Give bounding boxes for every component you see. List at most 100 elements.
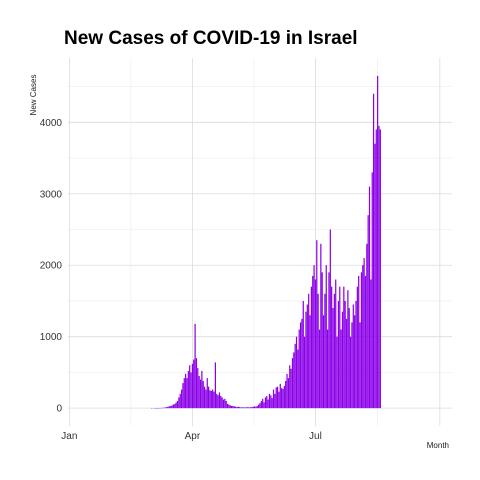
bar — [372, 93, 375, 409]
bar — [194, 323, 196, 409]
y-tick-labels: 0 1000 2000 3000 4000 — [40, 118, 63, 415]
x-tick-label: Jan — [61, 431, 77, 442]
bar — [209, 390, 211, 409]
bar — [325, 265, 327, 409]
bar — [278, 391, 280, 409]
bar — [286, 373, 288, 409]
bar — [212, 389, 214, 409]
bar — [248, 407, 250, 409]
bar — [337, 300, 340, 409]
bar — [339, 286, 341, 409]
y-tick-label: 0 — [56, 404, 62, 415]
bar — [351, 322, 353, 409]
bar — [377, 75, 379, 409]
bar — [189, 365, 191, 409]
bar — [287, 378, 290, 409]
bar — [220, 395, 222, 409]
bar — [320, 243, 322, 409]
bar — [329, 229, 331, 409]
bar — [191, 363, 194, 409]
x-tick-labels: Jan Apr Jul — [61, 431, 322, 442]
bar — [268, 393, 271, 409]
bar — [333, 293, 335, 409]
bar — [347, 290, 349, 409]
bar — [316, 240, 318, 409]
bar — [314, 279, 317, 409]
bar — [301, 318, 303, 409]
y-axis-title: New Cases — [29, 75, 38, 116]
bar — [363, 258, 365, 409]
bar — [241, 407, 244, 409]
bar — [367, 215, 369, 409]
bar — [262, 398, 264, 409]
bar — [190, 372, 192, 409]
bar — [290, 368, 292, 409]
bar — [360, 272, 363, 409]
bar — [270, 395, 272, 409]
bar — [276, 386, 279, 409]
bar — [252, 406, 254, 409]
bar — [297, 349, 299, 409]
bar — [299, 322, 302, 409]
y-tick-label: 1000 — [40, 332, 63, 343]
bar — [185, 373, 187, 409]
bar — [247, 407, 249, 409]
bar — [344, 300, 346, 409]
bar — [174, 403, 176, 409]
bar — [266, 395, 268, 409]
bar — [340, 329, 342, 409]
bars — [151, 75, 381, 409]
bar — [203, 386, 206, 409]
bar — [199, 379, 202, 409]
bar — [267, 399, 269, 409]
bar — [166, 407, 168, 409]
bar — [228, 404, 230, 409]
bar — [216, 393, 218, 409]
bar — [348, 308, 350, 409]
bar — [305, 311, 307, 409]
bar — [378, 125, 380, 409]
bar — [183, 378, 185, 409]
bar — [176, 400, 179, 409]
bar — [226, 403, 229, 409]
bar — [368, 186, 371, 409]
bar — [289, 365, 291, 409]
bar — [322, 315, 325, 409]
bar — [354, 315, 356, 409]
bar — [208, 386, 210, 409]
bar — [218, 392, 221, 409]
bar — [255, 406, 257, 409]
bar — [251, 407, 253, 409]
bar — [171, 405, 173, 409]
bar — [366, 243, 368, 409]
bar — [240, 407, 242, 409]
bar — [210, 390, 212, 409]
bar — [362, 265, 364, 409]
bar — [249, 407, 252, 409]
bar — [371, 172, 373, 409]
bar — [271, 398, 273, 409]
bar — [256, 405, 258, 409]
bar — [294, 343, 296, 409]
bar — [167, 406, 169, 409]
bar — [178, 397, 180, 409]
bar — [343, 286, 345, 409]
bar — [235, 406, 237, 409]
bar — [349, 336, 352, 409]
bar — [310, 286, 312, 409]
y-tick-label: 2000 — [40, 261, 63, 272]
bar — [231, 405, 233, 409]
bar — [332, 308, 334, 409]
bar — [217, 395, 219, 409]
bar — [221, 397, 223, 409]
bar — [222, 399, 225, 409]
bar — [321, 272, 323, 409]
x-tick-label: Jul — [309, 431, 322, 442]
bar — [374, 143, 376, 409]
bar — [317, 293, 319, 409]
bar — [168, 406, 171, 409]
bar — [345, 318, 348, 409]
bar — [224, 398, 226, 409]
bar — [358, 275, 360, 409]
